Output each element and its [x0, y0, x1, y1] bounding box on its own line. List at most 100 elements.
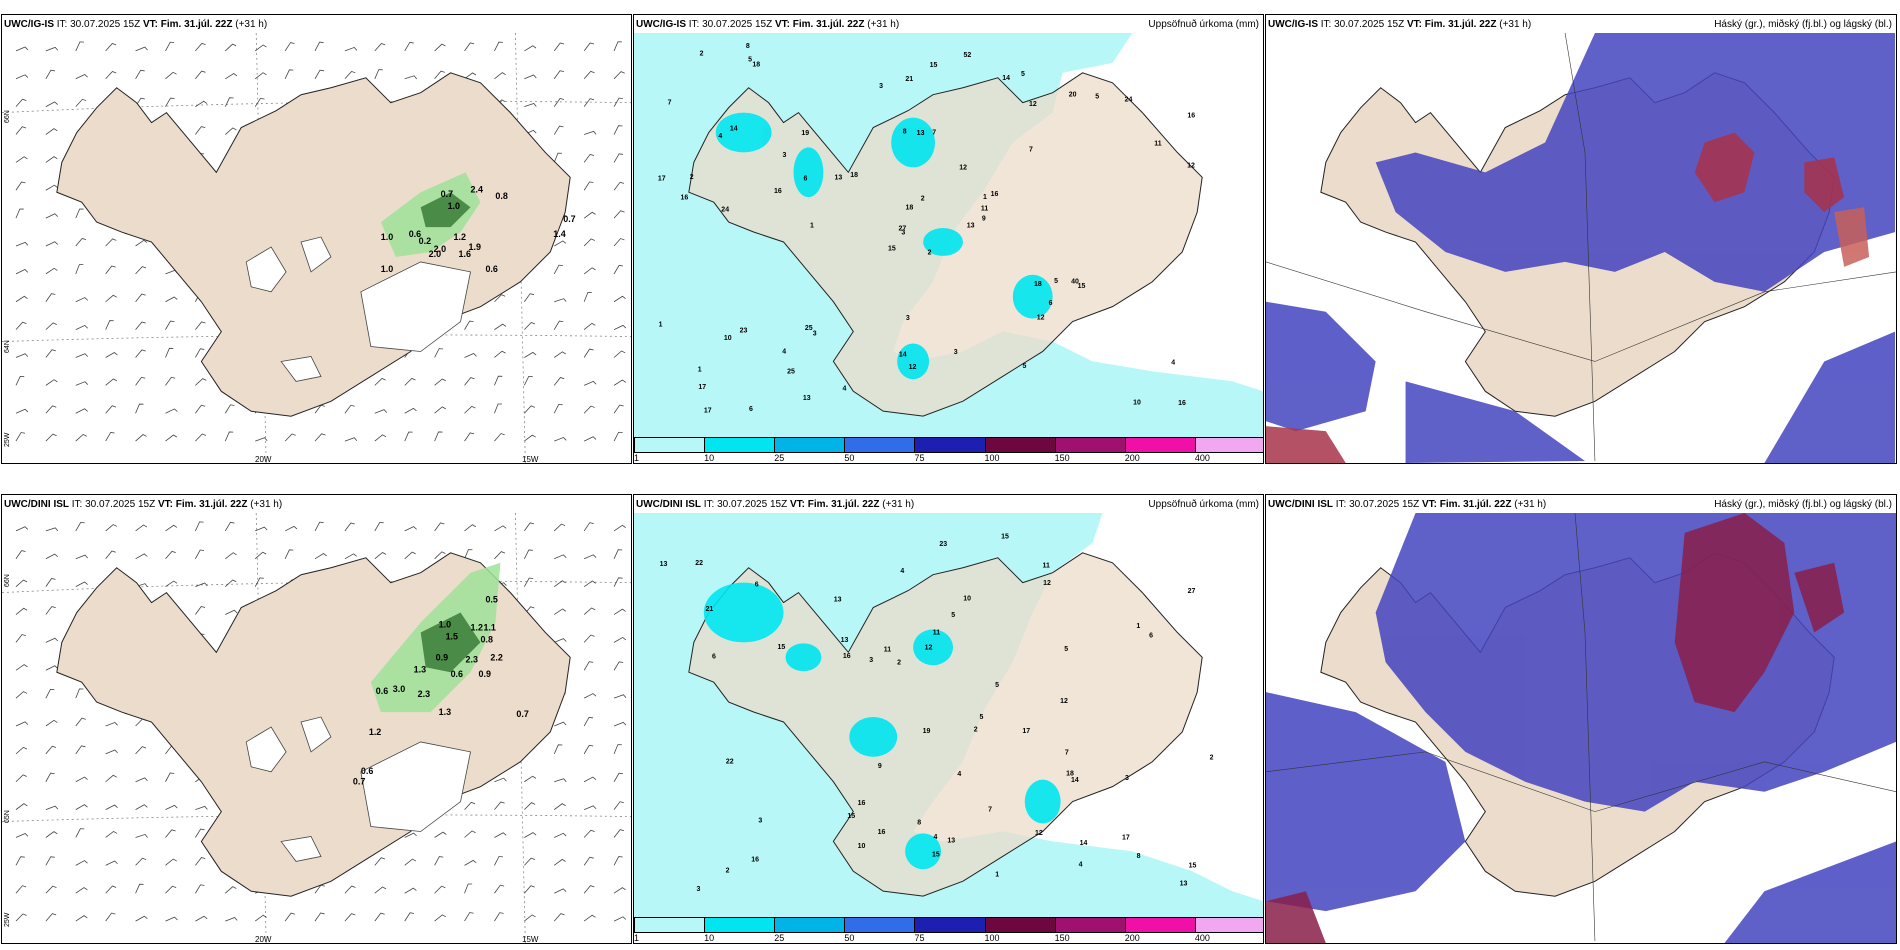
wind-barb [15, 432, 26, 442]
wind-barb [613, 577, 623, 587]
precip-value: 18 [1066, 771, 1074, 778]
wind-barb [374, 886, 387, 894]
wind-barb [404, 858, 417, 866]
wind-barb [225, 579, 237, 587]
gust-value: 2.0 [429, 249, 441, 259]
wind-barb [583, 744, 594, 755]
wind-barb [105, 71, 117, 80]
wind-barb [583, 776, 597, 783]
precip-value: 11 [933, 629, 940, 636]
wind-barb [105, 265, 116, 275]
wind-barb [404, 832, 417, 838]
colorbar-label: 400 [1194, 933, 1210, 943]
wind-barb [75, 745, 86, 755]
wind-barb [613, 772, 624, 782]
wind-barb [613, 661, 624, 671]
gust-value: 0.9 [478, 669, 490, 679]
glacier-langjokull [245, 246, 287, 293]
wind-barb [195, 348, 205, 358]
precip-value: 12 [1037, 314, 1045, 321]
wind-barb [75, 804, 88, 810]
wind-barb [314, 521, 324, 532]
gust-values: 0.71.02.40.81.0 0.60.22.01.22.0 1.91.61.0 0… [381, 184, 576, 274]
wind-barb [404, 41, 414, 52]
wind-barb [75, 433, 87, 442]
precip-value: 2 [726, 867, 730, 874]
wind-barb [135, 376, 146, 386]
wind-barb [553, 125, 564, 135]
wind-barb [45, 433, 57, 442]
wind-barb [45, 637, 59, 643]
colorbar-label: 25 [774, 933, 785, 943]
precip-value: 17 [1022, 728, 1030, 735]
wind-barb [45, 184, 58, 191]
wind-barb [583, 436, 597, 442]
wind-barb [524, 293, 535, 302]
precip-cell-south [897, 343, 930, 380]
wind-barb [165, 885, 177, 894]
colorbar-label: 1 [634, 453, 640, 463]
wind-barb [524, 45, 537, 52]
wind-barb [254, 44, 267, 52]
wind-barb [613, 238, 625, 247]
valid-time-label: VT: [1406, 19, 1422, 30]
precip-value: 13 [947, 838, 955, 845]
precip-value: 24 [721, 207, 729, 214]
wind-barb [105, 524, 118, 532]
panel-precip-bottom: UWC/DINI ISL IT: 30.07.2025 15Z VT: Fim.… [633, 494, 1264, 944]
wind-barb [524, 434, 536, 442]
low-cloud-west [1266, 301, 1376, 432]
wind-barb [613, 549, 623, 559]
gust-value: 1.3 [439, 707, 451, 717]
precip-map-svg: 2431135712131816241615768122318172513161… [634, 33, 1263, 437]
precip-values: 2431135712131816241615768122318172513161… [658, 43, 1195, 414]
panel-cloud-bottom: UWC/DINI ISL IT: 30.07.2025 15Z VT: Fim.… [1265, 494, 1897, 944]
gust-value: 0.7 [516, 709, 528, 719]
glacier-hofsjokull [300, 716, 332, 753]
wind-barb [554, 888, 567, 894]
valid-time-label: VT: [789, 499, 805, 510]
wind-barb [15, 634, 26, 643]
wind-barb [75, 887, 88, 894]
precip-value: 52 [963, 52, 971, 59]
wind-barb [284, 912, 295, 922]
wind-barb [225, 917, 238, 922]
wind-barb [494, 525, 507, 532]
wind-barb [75, 297, 89, 303]
lat-line-66n [2, 581, 631, 594]
wind-barb [613, 350, 626, 358]
precip-value: 12 [1060, 698, 1068, 705]
wind-barb [45, 719, 58, 727]
cloud-map [1266, 33, 1896, 463]
colorbar-label: 50 [844, 933, 855, 943]
wind-barb [583, 580, 596, 587]
precip-map-svg: 2354415171114151316162312131822192713161… [634, 513, 1263, 917]
wind-barb [344, 404, 355, 414]
precip-value: 13 [1180, 881, 1188, 888]
precip-value: 7 [1029, 146, 1033, 153]
precip-values: 2354415171114151316162312131822192713161… [660, 533, 1214, 893]
wind-barb [195, 521, 204, 532]
precip-value: 16 [681, 195, 689, 202]
wind-barb [554, 638, 567, 643]
wind-barb [464, 549, 473, 559]
cloud-map-svg [1266, 33, 1896, 463]
wind-barb [553, 264, 563, 275]
wind-barb [165, 772, 175, 782]
wind-barb [553, 744, 563, 755]
gust-value: 0.8 [495, 191, 507, 201]
wind-barb [75, 828, 85, 838]
precip-value: 1 [1136, 623, 1140, 630]
wind-barb [135, 434, 147, 442]
wind-barb [434, 378, 446, 386]
wind-barb [105, 378, 118, 386]
wind-barb [404, 75, 417, 80]
lat-label-25w: 25W [4, 912, 11, 927]
wind-barb [105, 804, 118, 810]
precip-value: 3 [879, 83, 883, 90]
precip-value: 3 [1125, 775, 1129, 782]
wind-barb [195, 582, 208, 588]
precip-value: 5 [1095, 93, 1099, 100]
precip-cell-north [891, 117, 936, 168]
wind-barb [314, 553, 327, 560]
